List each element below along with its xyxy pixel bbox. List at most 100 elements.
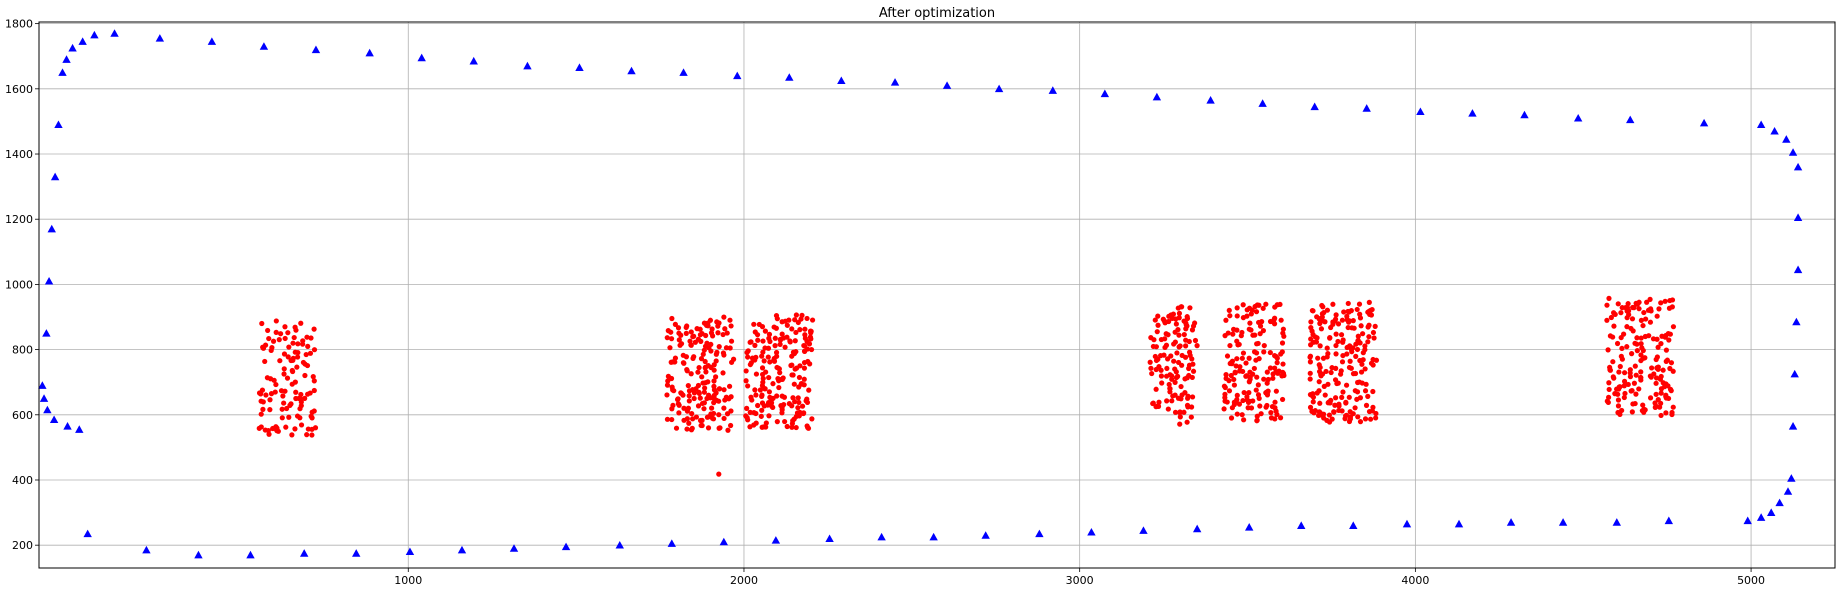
data-point [1270,375,1276,381]
data-point [1614,340,1621,347]
data-point [1638,369,1644,375]
data-point [1228,372,1234,379]
data-point [39,394,49,402]
data-point [665,378,671,384]
x-tick-label: 4000 [1401,574,1429,587]
data-point [1241,417,1247,423]
data-point [142,545,151,554]
data-point [1353,353,1359,359]
x-tick-label: 3000 [1066,574,1094,587]
data-point [1618,353,1624,359]
data-point [62,55,71,63]
data-point [708,341,714,348]
data-point [285,354,291,360]
data-point [1319,311,1326,317]
data-point [1149,370,1155,377]
data-point [747,361,753,368]
data-point [246,550,255,559]
data-point [772,343,778,349]
data-point [1336,403,1342,409]
data-point [1280,330,1286,336]
data-point [1222,391,1228,397]
data-point [1255,382,1261,388]
data-point [1631,380,1637,386]
data-point [789,403,795,409]
data-point [1239,412,1245,418]
data-point [711,383,717,389]
data-point [727,345,733,351]
data-point [1087,527,1096,536]
data-point [1315,355,1321,361]
data-point [1316,368,1323,375]
data-point [284,375,291,381]
data-point [1320,355,1327,361]
data-point [686,393,692,399]
data-point [1297,521,1306,529]
data-point [776,384,782,391]
data-point [790,395,796,401]
data-point [1253,309,1260,315]
data-point [753,371,760,377]
data-point [1307,404,1314,410]
data-point [669,384,675,390]
data-point [289,367,295,374]
data-point [1362,343,1368,349]
data-point [799,403,806,409]
data-point [1341,309,1347,315]
data-point [708,411,714,417]
data-point [1743,516,1752,525]
data-point [1349,325,1355,331]
data-point [289,432,295,438]
data-point [1352,405,1358,411]
data-point [1258,411,1264,417]
data-point [1605,347,1611,353]
data-point [774,419,780,425]
data-point [1610,359,1616,365]
data-point [709,405,715,411]
data-point [1604,317,1610,323]
data-point [789,326,795,332]
data-point [1622,390,1628,397]
data-point [1240,397,1246,404]
data-point [1227,342,1233,349]
data-point [757,387,763,393]
data-point [1615,409,1621,416]
data-point [721,415,727,422]
data-point [1338,332,1345,338]
data-point [1347,358,1353,364]
data-point [1176,315,1182,321]
data-point [1172,409,1179,415]
data-point [681,405,687,411]
data-point [270,338,277,344]
data-point [692,339,698,345]
data-point [1618,310,1624,316]
data-point [1272,353,1278,359]
data-point [1184,315,1191,322]
data-point [670,359,676,365]
data-point [281,351,288,357]
data-point [1237,368,1243,374]
data-point [1227,313,1233,319]
data-point [1257,331,1263,337]
data-point [1159,380,1165,386]
data-point [1228,360,1234,366]
data-point [792,338,798,344]
data-point [779,393,785,399]
data-point [1618,334,1624,341]
data-point [725,427,731,433]
data-point [1279,396,1286,403]
data-point [733,71,742,80]
data-point [1272,405,1278,411]
data-point [766,374,772,381]
data-point [1520,110,1529,119]
data-point [1653,391,1659,397]
data-point [307,350,314,356]
data-point [1357,395,1364,401]
data-point [286,414,292,420]
data-point [782,418,788,425]
data-point [708,330,715,336]
data-point [1349,521,1358,529]
data-point [284,405,290,412]
data-point [1647,296,1653,302]
data-point [1307,392,1314,398]
